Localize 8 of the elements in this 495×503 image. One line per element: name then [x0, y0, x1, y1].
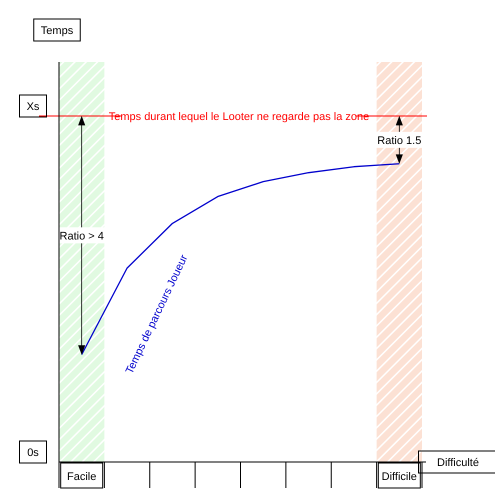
x-tick-label: Facile — [67, 471, 96, 483]
text: Ratio 1.5 — [377, 134, 422, 147]
text: Temps — [40, 25, 74, 37]
annotation: Ratio > 4 — [60, 230, 104, 242]
text: Xs — [26, 101, 40, 113]
x-axis-title: Difficulté — [437, 457, 479, 469]
x-tick-label: Difficile — [382, 471, 417, 483]
text: 0s — [27, 447, 40, 459]
